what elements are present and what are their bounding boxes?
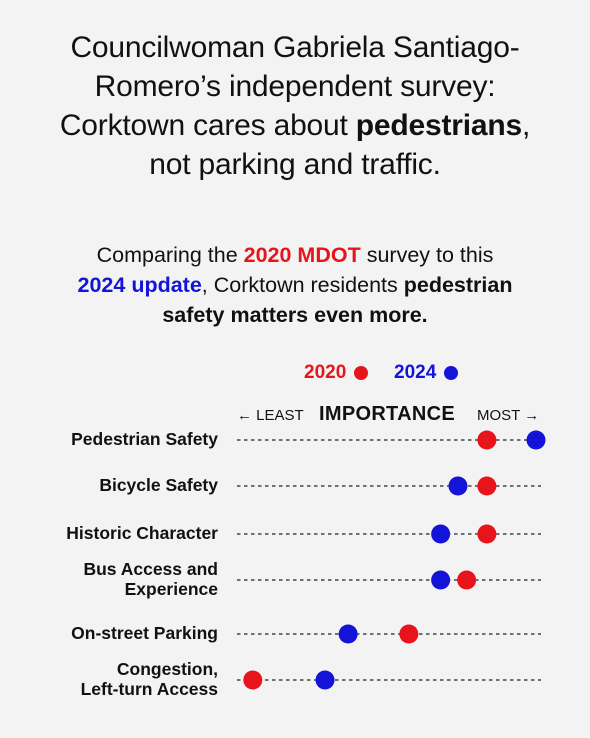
row-label-bus-access-and-experience: Bus Access and Experience <box>0 559 218 599</box>
page-subtitle: Comparing the 2020 MDOT survey to this 2… <box>77 243 513 327</box>
legend-label-2020: 2020 <box>304 362 347 383</box>
dot-2024-bicycle-safety <box>448 476 468 496</box>
page-title: Councilwoman Gabriela Santiago- Romero’s… <box>59 31 531 181</box>
row-label-line: Historic Character <box>66 523 218 543</box>
axis-least-label: ← LEAST <box>237 407 304 424</box>
row-label-line: Pedestrian Safety <box>71 429 218 449</box>
axis-most-label: MOST → <box>477 407 540 424</box>
dot-2020-congestion-left-turn-access <box>243 670 263 690</box>
row-label-line: Experience <box>124 579 218 599</box>
dot-2024-bus-access-and-experience <box>431 570 451 590</box>
dot-2024-pedestrian-safety <box>526 430 546 450</box>
row-label-bicycle-safety: Bicycle Safety <box>0 475 218 495</box>
row-label-on-street-parking: On-street Parking <box>0 623 218 643</box>
row-label-pedestrian-safety: Pedestrian Safety <box>0 429 218 449</box>
dot-2024-on-street-parking <box>338 624 358 644</box>
dot-2020-bicycle-safety <box>477 476 497 496</box>
row-label-line: Left-turn Access <box>80 679 218 699</box>
dot-2024-congestion-left-turn-access <box>315 670 335 690</box>
dot-2020-on-street-parking <box>399 624 419 644</box>
row-label-line: Bicycle Safety <box>99 475 218 495</box>
row-label-congestion-left-turn-access: Congestion, Left-turn Access <box>0 659 218 699</box>
legend-dot-2020 <box>354 366 369 380</box>
dot-2020-historic-character <box>477 524 497 544</box>
dot-2020-pedestrian-safety <box>477 430 497 450</box>
row-label-line: Bus Access and <box>83 559 218 579</box>
axis-header: ← LEAST IMPORTANCE MOST → <box>0 401 590 429</box>
row-label-historic-character: Historic Character <box>0 523 218 543</box>
legend-item-2024: 2024 <box>394 362 459 384</box>
legend-item-2020: 2020 <box>304 362 369 384</box>
dot-2020-bus-access-and-experience <box>457 570 477 590</box>
axis-title: IMPORTANCE <box>319 403 455 425</box>
row-label-line: Congestion, <box>116 659 218 679</box>
row-label-line: On-street Parking <box>71 623 218 643</box>
legend-label-2024: 2024 <box>394 362 437 383</box>
dot-2024-historic-character <box>431 524 451 544</box>
legend-dot-2024 <box>444 366 459 380</box>
